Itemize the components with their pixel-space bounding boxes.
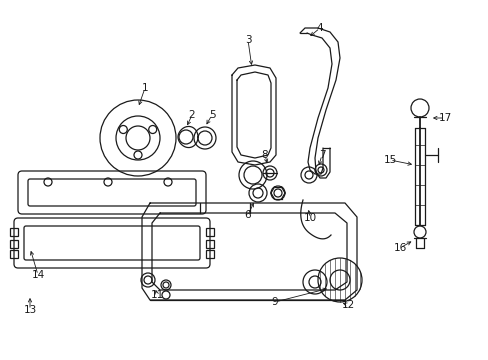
Text: 13: 13 (23, 305, 37, 315)
Text: 5: 5 (208, 110, 215, 120)
Text: 17: 17 (437, 113, 451, 123)
Text: 2: 2 (188, 110, 195, 120)
Bar (205, 250, 214, 258)
Text: 3: 3 (244, 35, 251, 45)
Text: 12: 12 (341, 300, 354, 310)
Text: 15: 15 (383, 155, 396, 165)
Text: 7: 7 (318, 150, 325, 160)
Text: 6: 6 (244, 210, 251, 220)
Bar (10, 240, 18, 248)
Text: 10: 10 (303, 213, 316, 223)
Text: 16: 16 (392, 243, 406, 253)
Text: 14: 14 (31, 270, 44, 280)
Bar (10, 228, 18, 236)
Bar (10, 250, 18, 258)
Text: 11: 11 (150, 290, 163, 300)
Bar (205, 228, 214, 236)
Text: 8: 8 (261, 150, 268, 160)
Text: 4: 4 (316, 23, 323, 33)
Text: 9: 9 (271, 297, 278, 307)
Bar (205, 240, 214, 248)
Text: 1: 1 (142, 83, 148, 93)
